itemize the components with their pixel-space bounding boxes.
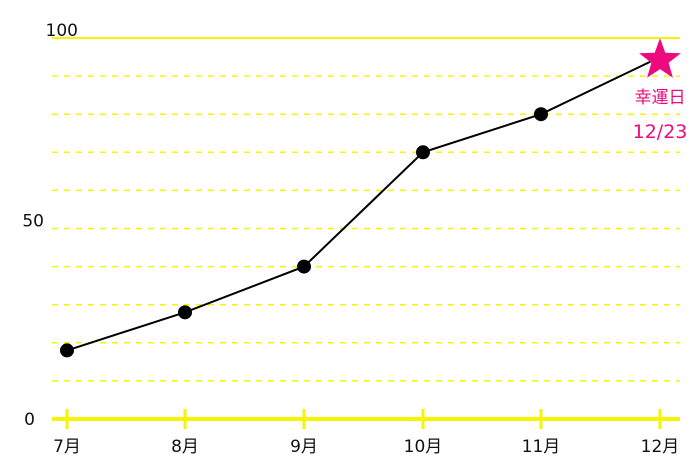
x-tick-label: 9月: [290, 437, 318, 457]
x-tick-label: 12月: [641, 437, 680, 457]
x-tick-label: 7月: [53, 437, 81, 457]
y-tick-label: 0: [24, 410, 35, 430]
data-point: [297, 259, 311, 274]
annotation-date: 12/23: [633, 121, 688, 143]
x-tick-label: 10月: [404, 437, 443, 457]
x-tick-label: 8月: [171, 437, 199, 457]
star-icon: [639, 38, 681, 78]
x-axis: 7月 8月 9月 10月 11月 12月: [53, 409, 679, 457]
annotation: 幸運日 12/23: [633, 38, 688, 143]
grid: [52, 37, 680, 421]
x-tick-label: 11月: [522, 437, 561, 457]
data-point: [60, 343, 74, 358]
data-point: [416, 145, 430, 160]
y-tick-label: 100: [46, 21, 78, 41]
annotation-label: 幸運日: [635, 88, 686, 108]
data-point: [178, 305, 192, 320]
series-line: [66, 56, 661, 352]
data-points: [60, 107, 548, 358]
data-point: [534, 107, 548, 122]
y-tick-label: 50: [22, 212, 44, 232]
y-axis: 0 50 100: [22, 21, 78, 430]
